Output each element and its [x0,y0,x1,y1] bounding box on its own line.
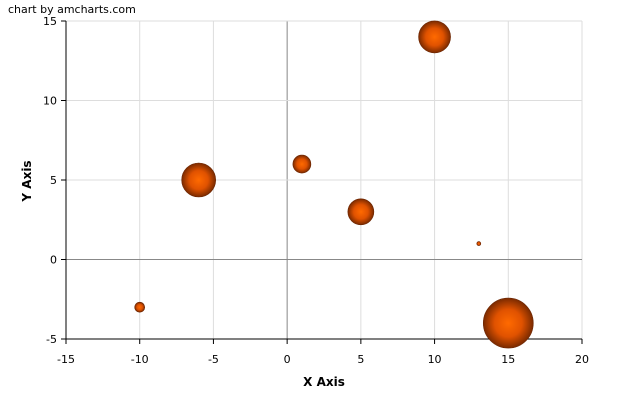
bubble-point [418,20,451,54]
grid-layer [65,20,583,340]
bubble-point [347,198,375,226]
y-axis-title: Y Axis [20,160,34,202]
x-tick-label: 5 [357,353,364,366]
x-tick-label: 20 [575,353,589,366]
x-tick-label: 10 [428,353,442,366]
bubble-point [134,301,146,313]
x-tick-label: 15 [501,353,515,366]
x-tick-label: 0 [284,353,291,366]
bubble-layer [134,20,534,349]
y-tick-label: 10 [43,95,57,108]
y-tick-label: 0 [50,254,57,267]
x-axis-title: X Axis [303,375,345,389]
bubble-point [476,241,482,246]
x-tick-label: -5 [208,353,219,366]
axis-layer: -15 -10 -5 0 5 10 15 20 -5 0 5 10 15 [43,15,589,366]
x-tick-label: -15 [57,353,75,366]
y-tick-label: 5 [50,174,57,187]
bubble-point [181,162,216,198]
bubble-point [292,154,312,174]
y-tick-label: -5 [46,333,57,346]
x-tick-label: -10 [131,353,149,366]
chart-credit-link[interactable]: chart by amcharts.com [8,3,136,16]
bubble-point [482,297,534,349]
y-tick-label: 15 [43,15,57,28]
